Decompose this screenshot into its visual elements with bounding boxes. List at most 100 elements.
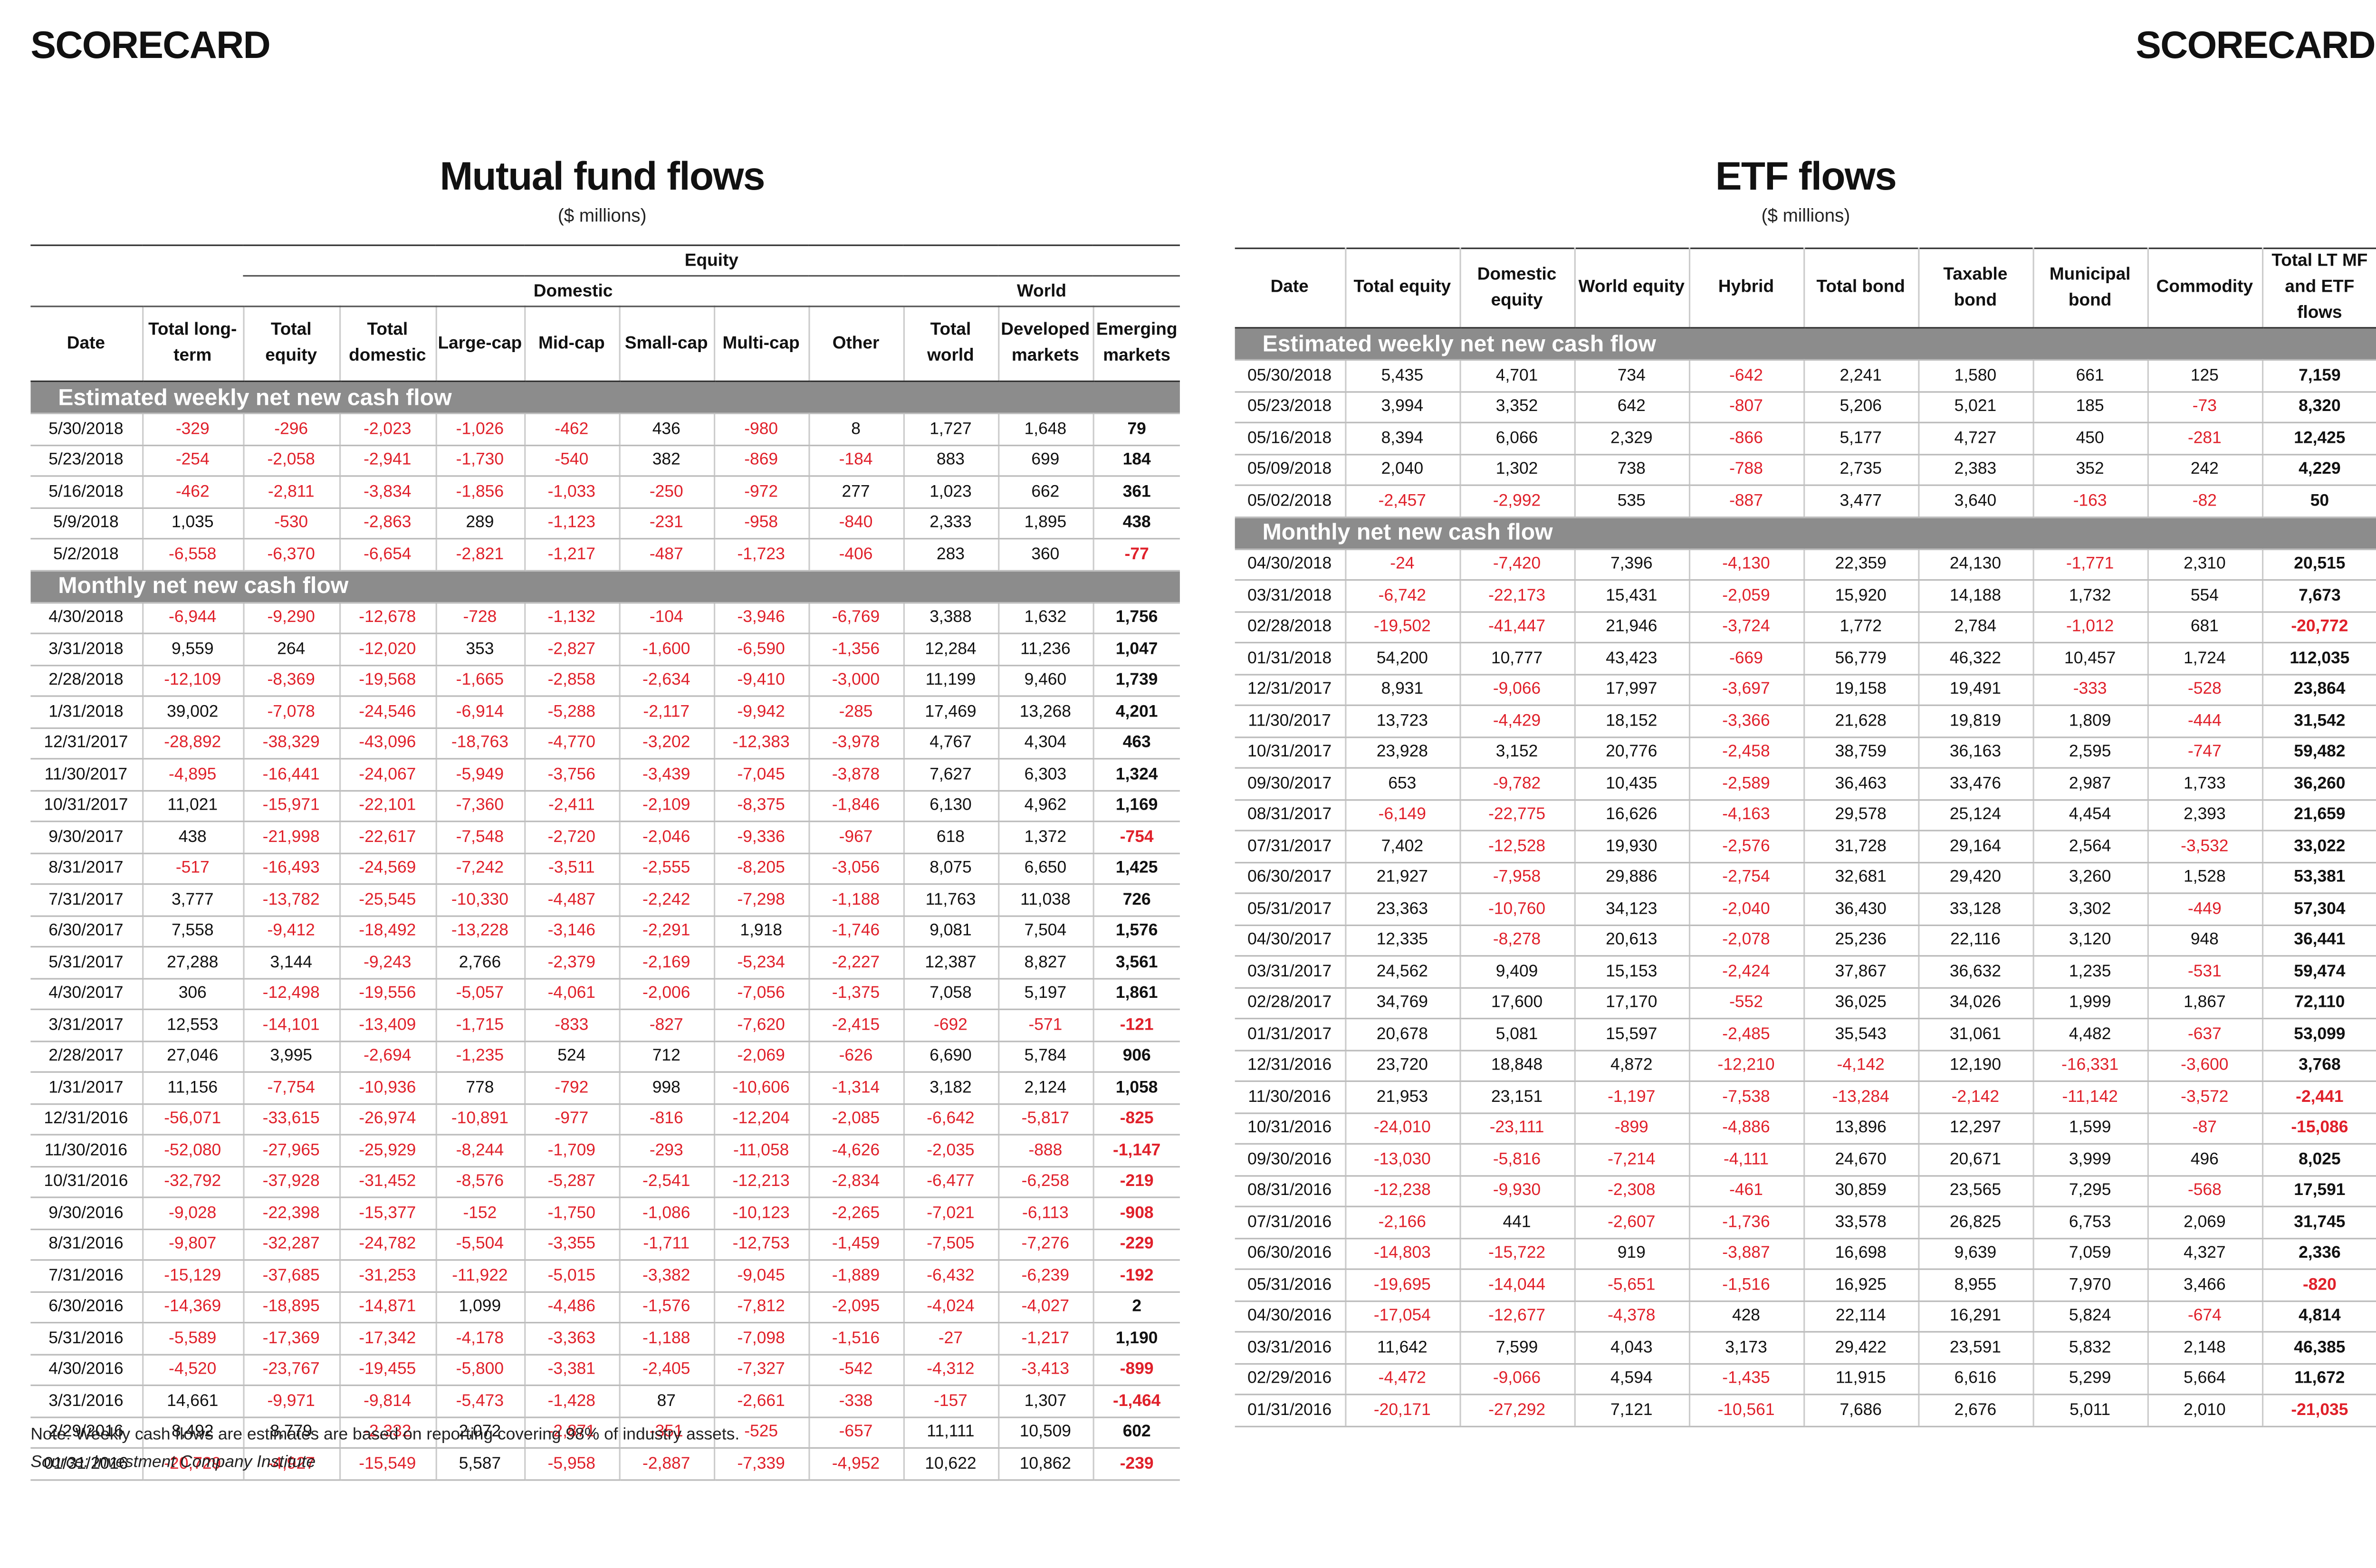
value-cell: 23,928 — [1344, 736, 1460, 769]
value-cell: 53,381 — [2261, 861, 2376, 894]
value-cell: 9,639 — [1917, 1238, 2033, 1270]
value-cell: 1,035 — [141, 507, 243, 540]
value-cell: 1,648 — [997, 413, 1093, 446]
value-cell: -6,113 — [997, 1197, 1093, 1230]
value-cell: -6,239 — [997, 1260, 1093, 1292]
column-header: Taxable bond — [1917, 248, 2033, 329]
value-cell: -5,949 — [435, 758, 525, 791]
value-cell: -3,381 — [523, 1354, 619, 1386]
date-cell: 10/31/2017 — [30, 790, 143, 822]
data-row: 03/31/2018 -6,742 -22,173 15,431 -2,059 15,92… — [1235, 580, 2376, 612]
value-cell: -2,834 — [807, 1166, 903, 1198]
value-cell: -2,035 — [902, 1135, 998, 1167]
value-cell: 3,777 — [141, 884, 243, 917]
data-row: 2/28/2017 27,046 3,995 -2,694 -1,235 524 712 -2… — [30, 1041, 1180, 1073]
data-row: 05/16/2018 8,394 6,066 2,329 -866 5,177 4,727 4… — [1235, 422, 2376, 455]
value-cell: -977 — [523, 1103, 619, 1136]
value-cell: 33,128 — [1917, 893, 2033, 926]
value-cell: 38,759 — [1802, 736, 1918, 769]
header: SCORECARD — [2136, 24, 2376, 67]
value-cell: 43,423 — [1573, 642, 1689, 675]
header: SCORECARD — [30, 24, 270, 67]
value-cell: 4,229 — [2261, 454, 2376, 486]
value-cell: -2,078 — [1688, 924, 1804, 957]
date-cell: 05/23/2018 — [1235, 391, 1345, 423]
value-cell: 29,164 — [1917, 831, 2033, 863]
value-cell: -8,244 — [435, 1135, 525, 1167]
value-cell: -38,329 — [242, 727, 339, 760]
data-row: 5/30/2018 -329 -296 -2,023 -1,026 -462 436 -980… — [30, 413, 1180, 446]
value-cell: 1,023 — [902, 476, 998, 508]
date-cell: 7/31/2017 — [30, 884, 143, 917]
value-cell: -2,992 — [1458, 485, 1574, 517]
value-cell: 23,720 — [1344, 1050, 1460, 1082]
value-cell: -2,415 — [807, 1009, 903, 1042]
value-cell: -6,590 — [713, 633, 809, 666]
value-cell: -12,109 — [141, 665, 243, 697]
column-header: Large-cap — [435, 306, 525, 382]
value-cell: 59,474 — [2261, 956, 2376, 988]
data-row: 04/30/2016 -17,054 -12,677 -4,378 428 22,114 1… — [1235, 1300, 2376, 1333]
value-cell: -16,493 — [242, 852, 339, 885]
column-header: World equity — [1573, 248, 1689, 329]
value-cell: 2,735 — [1802, 454, 1918, 486]
value-cell: -18,763 — [435, 727, 525, 760]
value-cell: -3,439 — [618, 758, 714, 791]
value-cell: -5,287 — [523, 1166, 619, 1198]
value-cell: -833 — [523, 1009, 619, 1042]
value-cell: -8,576 — [435, 1166, 525, 1198]
value-cell: 3,260 — [2031, 861, 2147, 894]
data-row: 12/31/2016 -56,071 -33,615 -26,974 -10,891 -9… — [30, 1103, 1180, 1136]
value-cell: -958 — [713, 507, 809, 540]
value-cell: -2,379 — [523, 947, 619, 979]
value-cell: -1,715 — [435, 1009, 525, 1042]
value-cell: -1,771 — [2031, 548, 2147, 581]
date-cell: 2/29/2016 — [30, 1416, 143, 1449]
column-header: Total LT MF and ETF flows — [2261, 248, 2376, 329]
value-cell: -10,891 — [435, 1103, 525, 1136]
data-row: 11/30/2017 13,723 -4,429 18,152 -3,366 21,628… — [1235, 705, 2376, 737]
value-cell: -2,332 — [338, 1416, 436, 1449]
value-cell: 25,236 — [1802, 924, 1918, 957]
value-cell: -2,109 — [618, 790, 714, 822]
value-cell: -2,589 — [1688, 768, 1804, 800]
value-cell: 1,307 — [997, 1385, 1093, 1417]
value-cell: -329 — [141, 413, 243, 446]
value-cell: 34,769 — [1344, 987, 1460, 1020]
value-cell: -9,930 — [1458, 1175, 1574, 1207]
data-row: 08/31/2016 -12,238 -9,930 -2,308 -461 30,859 2… — [1235, 1175, 2376, 1207]
value-cell: 20,613 — [1573, 924, 1689, 957]
date-cell: 03/31/2018 — [1235, 580, 1345, 612]
value-cell: -4,895 — [141, 758, 243, 791]
value-cell: -7,538 — [1688, 1081, 1804, 1113]
value-cell: -8,375 — [713, 790, 809, 822]
value-cell: 20,671 — [1917, 1144, 2033, 1176]
value-cell: -7,754 — [242, 1072, 339, 1104]
value-cell: 6,066 — [1458, 422, 1574, 455]
value-cell: -2,887 — [618, 1448, 714, 1480]
value-cell: -8,369 — [242, 665, 339, 697]
date-cell: 3/31/2017 — [30, 1009, 143, 1042]
data-row: 8/31/2017 -517 -16,493 -24,569 -7,242 -3,511-… — [30, 852, 1180, 885]
value-cell: -1,197 — [1573, 1081, 1689, 1113]
date-cell: 02/28/2017 — [1235, 987, 1345, 1020]
date-cell: 08/31/2017 — [1235, 799, 1345, 832]
data-row: 2/28/2018 -12,109 -8,369 -19,568 -1,665 -2,85… — [30, 665, 1180, 697]
date-cell: 05/16/2018 — [1235, 422, 1345, 455]
value-cell: -20,171 — [1344, 1394, 1460, 1427]
value-cell: -43,096 — [338, 727, 436, 760]
value-cell: 11,642 — [1344, 1331, 1460, 1364]
value-cell: -14,871 — [338, 1291, 436, 1324]
value-cell: 11,236 — [997, 633, 1093, 666]
value-cell: 33,578 — [1802, 1206, 1918, 1239]
date-cell: 07/31/2017 — [1235, 831, 1345, 863]
value-cell: -9,782 — [1458, 768, 1574, 800]
value-cell: -19,502 — [1344, 611, 1460, 643]
date-cell: 6/30/2017 — [30, 915, 143, 948]
value-cell: -807 — [1688, 391, 1804, 423]
value-cell: 112,035 — [2261, 642, 2376, 675]
value-cell: -5,015 — [523, 1260, 619, 1292]
value-cell: -9,814 — [338, 1385, 436, 1417]
value-cell: -1,665 — [435, 665, 525, 697]
